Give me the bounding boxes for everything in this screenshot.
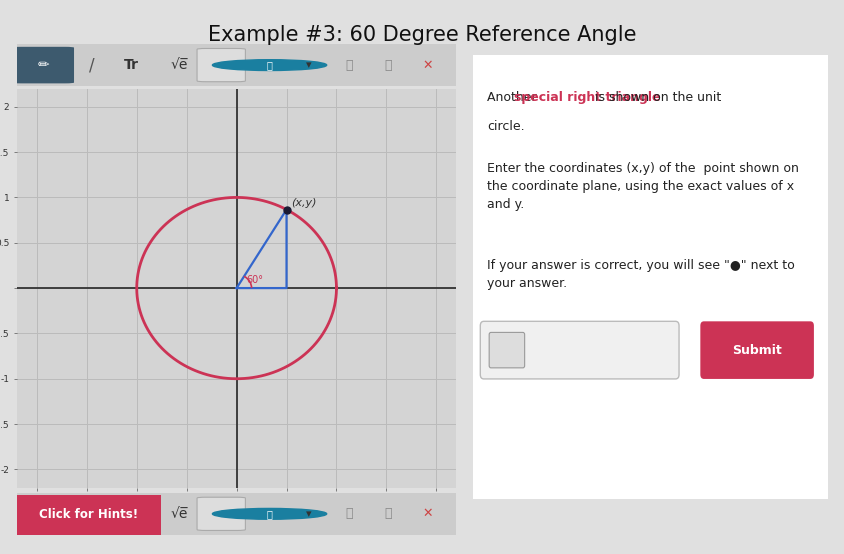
FancyBboxPatch shape	[197, 49, 245, 82]
Text: Submit: Submit	[732, 343, 781, 357]
Text: /: /	[89, 56, 95, 74]
Text: ⌢: ⌢	[344, 59, 352, 71]
Text: ✏: ✏	[37, 507, 49, 521]
Text: Enter the coordinates (x,y) of the  point shown on
the coordinate plane, using t: Enter the coordinates (x,y) of the point…	[487, 162, 798, 211]
Text: ⛓: ⛓	[267, 509, 272, 519]
Circle shape	[212, 509, 327, 519]
Text: ✕: ✕	[422, 507, 432, 520]
Text: ✏: ✏	[37, 58, 49, 72]
FancyBboxPatch shape	[479, 321, 679, 379]
Text: ✕: ✕	[422, 59, 432, 71]
Text: ⛓: ⛓	[267, 60, 272, 70]
Text: ▾: ▾	[306, 509, 311, 519]
Text: ▾: ▾	[306, 60, 311, 70]
Text: special right triangle: special right triangle	[513, 91, 660, 104]
Text: If your answer is correct, you will see "●" next to
your answer.: If your answer is correct, you will see …	[487, 259, 794, 290]
Text: Tr: Tr	[123, 58, 138, 72]
Text: ⌢: ⌢	[384, 507, 392, 520]
FancyBboxPatch shape	[700, 321, 813, 379]
Text: circle.: circle.	[487, 120, 524, 132]
Text: (x,y): (x,y)	[291, 198, 316, 208]
Text: √e̅: √e̅	[170, 507, 188, 521]
Text: is shown on the unit: is shown on the unit	[591, 91, 721, 104]
FancyBboxPatch shape	[13, 47, 74, 83]
FancyBboxPatch shape	[13, 495, 74, 532]
Circle shape	[212, 60, 327, 70]
Text: 60°: 60°	[246, 275, 263, 285]
FancyBboxPatch shape	[489, 332, 524, 368]
Text: /: /	[89, 505, 95, 523]
Text: ⌢: ⌢	[344, 507, 352, 520]
Text: Click for Hints!: Click for Hints!	[39, 508, 138, 521]
Text: Example #3: 60 Degree Reference Angle: Example #3: 60 Degree Reference Angle	[208, 25, 636, 45]
Text: Another: Another	[487, 91, 540, 104]
Text: √e̅: √e̅	[170, 58, 188, 72]
Text: ⌢: ⌢	[384, 59, 392, 71]
FancyBboxPatch shape	[197, 497, 245, 531]
Text: Tr: Tr	[123, 507, 138, 521]
